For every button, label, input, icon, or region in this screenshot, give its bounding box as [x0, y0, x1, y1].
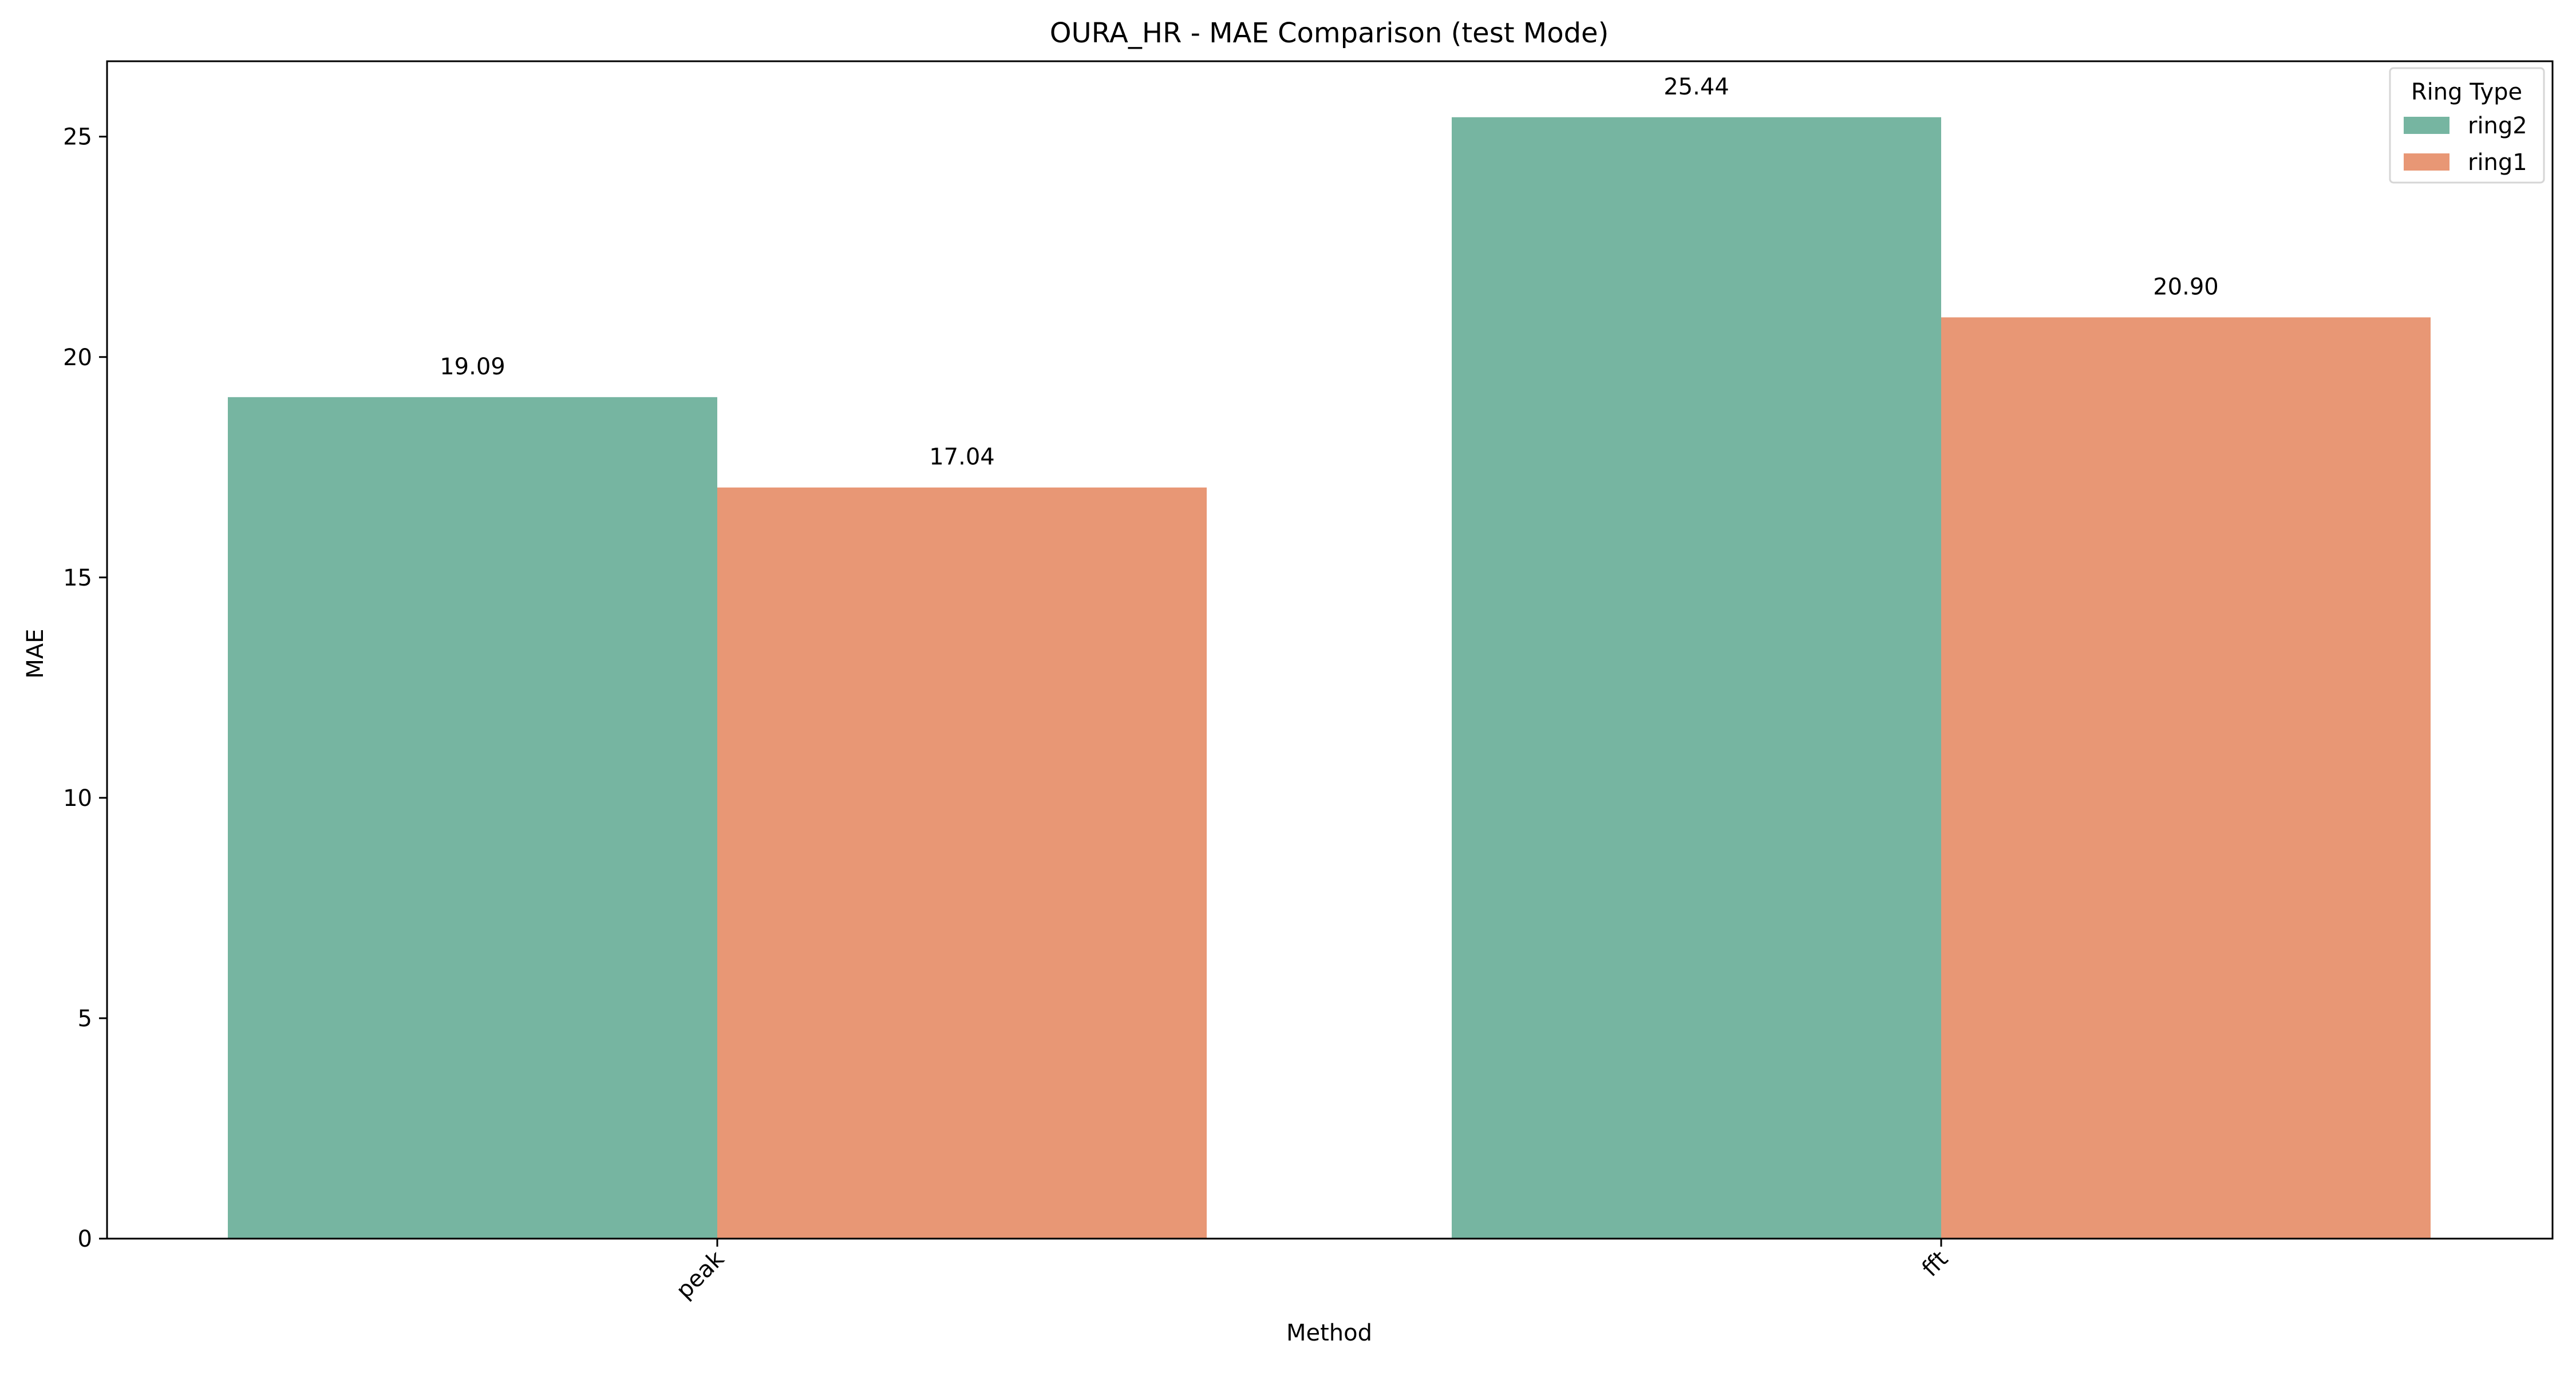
legend-label-ring2: ring2 — [2468, 113, 2527, 139]
bar-value-label: 20.90 — [2153, 274, 2219, 300]
x-axis-label: Method — [1286, 1320, 1372, 1346]
legend-title: Ring Type — [2411, 79, 2522, 105]
y-tick-label: 15 — [63, 565, 92, 591]
y-tick-label: 0 — [78, 1226, 92, 1252]
legend: Ring Type ring2 ring1 — [2389, 67, 2545, 184]
chart-title: OURA_HR - MAE Comparison (test Mode) — [1050, 17, 1609, 49]
y-axis-label: MAE — [22, 628, 49, 678]
legend-items: ring2 ring1 — [2404, 113, 2527, 176]
legend-swatch-ring1 — [2404, 153, 2449, 171]
bar-ring2-fft — [1452, 117, 1941, 1239]
legend-swatch-ring2 — [2404, 117, 2449, 134]
bar-ring1-fft — [1941, 317, 2431, 1239]
y-tick-label: 10 — [63, 785, 92, 812]
plot-frame — [106, 60, 2554, 1240]
bar-ring2-peak — [228, 397, 717, 1239]
bar-ring1-peak — [717, 487, 1207, 1239]
bar-value-label: 25.44 — [1664, 74, 1729, 100]
bar-value-label: 19.09 — [440, 354, 505, 380]
y-tick-label: 25 — [63, 124, 92, 151]
y-tick-label: 5 — [78, 1006, 92, 1032]
bar-value-label: 17.04 — [929, 444, 995, 470]
y-tick-label: 20 — [63, 345, 92, 371]
legend-label-ring1: ring1 — [2468, 149, 2527, 176]
